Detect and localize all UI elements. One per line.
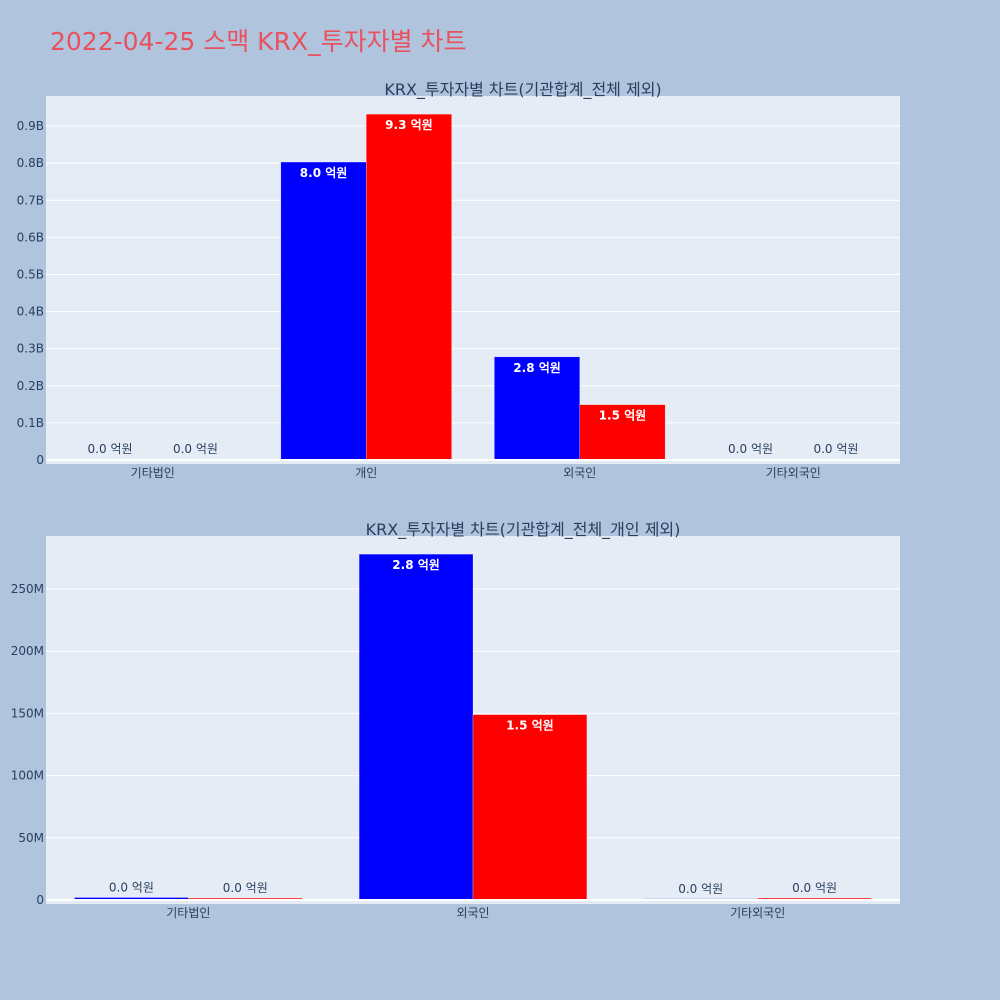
y-tick-label: 0 [36, 893, 44, 907]
y-tick-label: 250M [11, 582, 44, 596]
y-tick-label: 0.7B [17, 193, 44, 207]
y-tick-label: 0.4B [17, 305, 44, 319]
page-title: 2022-04-25 스맥 KRX_투자자별 차트 [50, 27, 467, 56]
bar-value-label: 9.3 억원 [385, 118, 433, 132]
bar [366, 113, 452, 461]
y-tick-label: 150M [11, 706, 44, 720]
bar [280, 161, 367, 461]
y-tick-label: 0 [36, 453, 44, 467]
y-tick-label: 0.1B [17, 416, 44, 430]
bar [579, 404, 666, 461]
bar-value-label: 0.0 억원 [728, 442, 773, 456]
bar [472, 714, 588, 901]
y-tick-label: 100M [11, 769, 44, 783]
x-tick-label: 기타외국인 [730, 906, 785, 920]
y-tick-label: 0.9B [17, 119, 44, 133]
y-tick-label: 0.2B [17, 379, 44, 393]
bar-value-label: 2.8 억원 [513, 361, 561, 375]
investor-chart-top: 0 0.1B 0.2B 0.3B 0.4B 0.5B 0.6B 0.7B 0.8B 0.9B 0.0… [17, 80, 900, 480]
x-tick-label: 외국인 [563, 466, 596, 480]
x-tick-label: 외국인 [456, 906, 489, 920]
bar-value-label: 2.8 억원 [392, 558, 440, 572]
bar-value-label: 0.0 억원 [88, 442, 133, 456]
chart-title: KRX_투자자별 차트(기관합계_전체 제외) [384, 80, 661, 100]
bar [494, 356, 581, 461]
y-tick-label: 0.5B [17, 267, 44, 281]
bar-value-label: 8.0 억원 [300, 166, 348, 180]
bar [358, 553, 474, 901]
bar-value-label: 0.0 억원 [173, 442, 218, 456]
y-tick-label: 200M [11, 644, 44, 658]
bar-value-label: 0.0 억원 [678, 882, 723, 896]
y-tick-label: 0.3B [17, 342, 44, 356]
y-tick-label: 0.6B [17, 230, 44, 244]
bar-value-label: 0.0 억원 [813, 442, 858, 456]
bar-value-label: 1.5 억원 [599, 409, 647, 423]
x-tick-label: 기타외국인 [766, 466, 821, 480]
y-tick-label: 0.8B [17, 156, 44, 170]
x-tick-label: 개인 [355, 466, 377, 480]
chart-title: KRX_투자자별 차트(기관합계_전체_개인 제외) [366, 520, 681, 540]
bar-value-label: 0.0 억원 [223, 881, 268, 895]
bar-value-label: 0.0 억원 [109, 881, 154, 895]
x-tick-label: 기타법인 [131, 466, 175, 480]
bar-value-label: 0.0 억원 [792, 881, 837, 895]
y-tick-label: 50M [18, 831, 44, 845]
plot-area [46, 96, 900, 464]
x-tick-label: 기타법인 [166, 906, 210, 920]
bar-value-label: 1.5 억원 [506, 719, 554, 733]
